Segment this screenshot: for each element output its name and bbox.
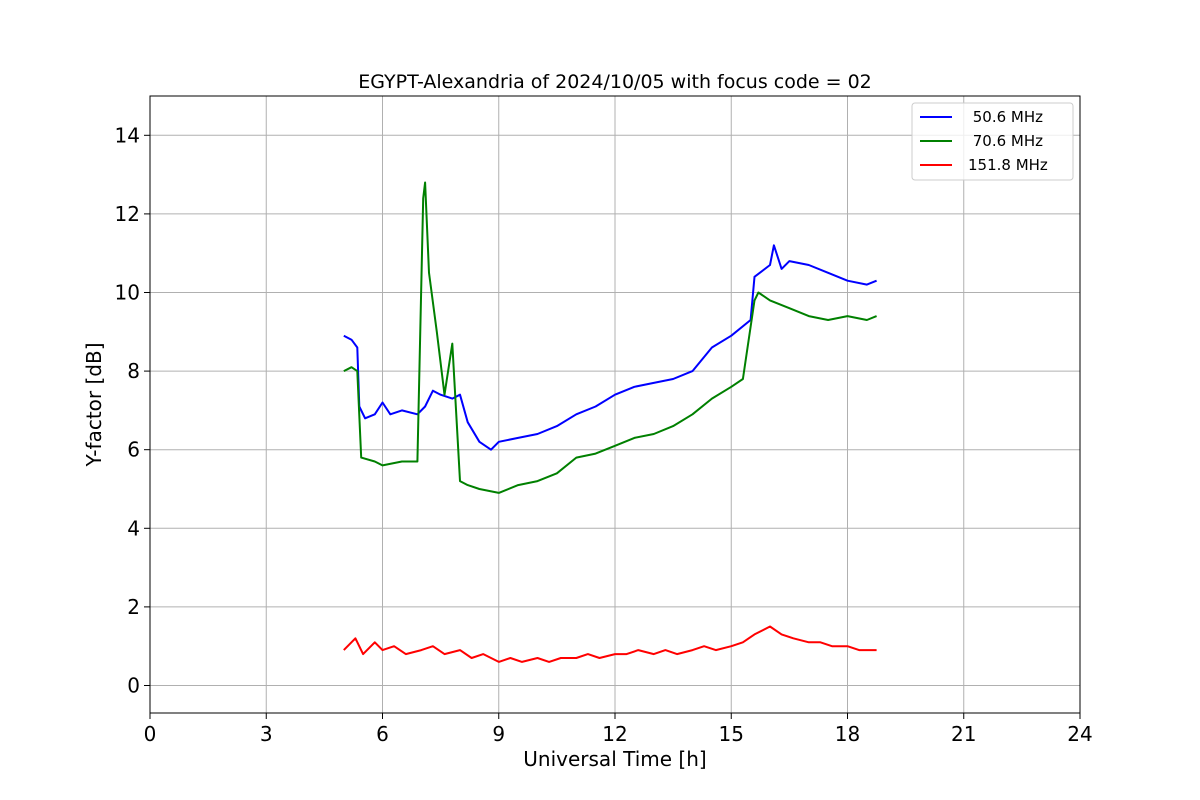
x-axis: 0 3 6 9 12 15 18 21 24 [144, 713, 1093, 746]
y-tick-label: 6 [127, 438, 140, 462]
y-tick-label: 0 [127, 673, 140, 697]
chart-title: EGYPT-Alexandria of 2024/10/05 with focu… [358, 71, 872, 93]
y-tick-label: 10 [115, 280, 140, 304]
x-tick-label: 18 [835, 722, 860, 746]
x-tick-label: 9 [492, 722, 505, 746]
x-tick-label: 3 [260, 722, 273, 746]
x-tick-label: 6 [376, 722, 389, 746]
y-tick-label: 12 [115, 202, 140, 226]
x-tick-label: 24 [1067, 722, 1092, 746]
series-line-1 [343, 244, 877, 451]
legend: 50.6 MHz 70.6 MHz 151.8 MHz [911, 102, 1074, 181]
legend-label: 151.8 MHz [968, 156, 1048, 174]
y-tick-label: 4 [127, 516, 140, 540]
legend-label: 50.6 MHz [968, 108, 1043, 126]
x-tick-label: 21 [951, 722, 976, 746]
series-line-3 [343, 625, 877, 663]
x-axis-label: Universal Time [h] [523, 747, 706, 771]
x-tick-label: 12 [602, 722, 627, 746]
y-axis-label: Y-factor [dB] [82, 342, 106, 467]
x-tick-label: 0 [144, 722, 157, 746]
y-tick-label: 2 [127, 595, 140, 619]
legend-label: 70.6 MHz [968, 132, 1043, 150]
y-tick-label: 8 [127, 359, 140, 383]
series-layer [343, 181, 877, 663]
y-axis: 0 2 4 6 8 10 12 14 [115, 123, 150, 697]
y-tick-label: 14 [115, 123, 140, 147]
series-line-2 [343, 181, 877, 494]
x-tick-label: 15 [719, 722, 744, 746]
legend-box [911, 102, 1074, 181]
